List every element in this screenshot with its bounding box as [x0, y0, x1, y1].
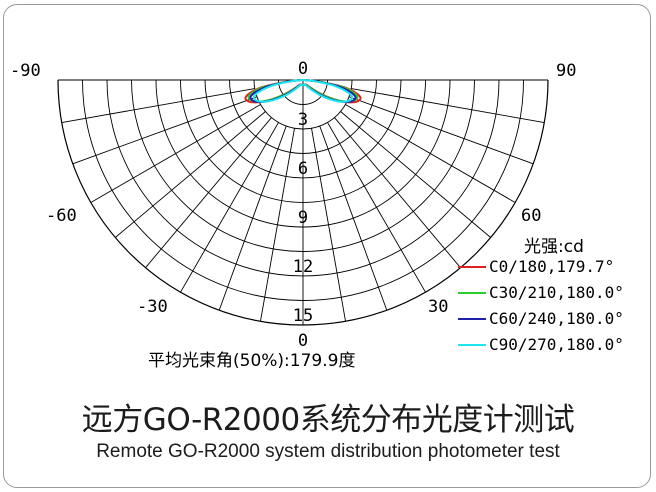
grid-spoke: [180, 122, 279, 293]
legend-label: C90/270,180.0°: [489, 335, 624, 354]
grid-spoke: [334, 117, 461, 268]
polar-grid: [57, 79, 549, 326]
radial-tick-label: 0: [298, 59, 308, 79]
grid-spoke: [311, 128, 346, 322]
curve-c90: [252, 79, 354, 103]
radial-tick-label: 6: [298, 159, 308, 179]
angle-label-right-90: 90: [556, 61, 576, 81]
grid-spoke: [115, 111, 266, 238]
grid-spoke: [61, 88, 255, 123]
radial-tick-label: 9: [298, 208, 308, 228]
grid-spoke: [327, 122, 426, 293]
legend-label: C0/180,179.7°: [489, 257, 614, 276]
unit-label: 光强:cd: [524, 237, 584, 257]
grid-spoke: [218, 125, 287, 311]
radial-tick-label: 3: [298, 110, 308, 130]
angle-label-left-60: -60: [46, 206, 77, 226]
radial-tick-label-bottom: 0: [298, 331, 308, 351]
grid-spoke: [348, 96, 534, 165]
legend-label: C60/240,180.0°: [489, 309, 624, 328]
angle-label-left-30: -30: [137, 297, 168, 317]
legend-label: C30/210,180.0°: [489, 283, 624, 302]
beam-angle-label: 平均光束角(50%):179.9度: [148, 351, 355, 371]
legend: C0/180,179.7° C30/210,180.0° C60/240,180.0…: [458, 257, 624, 354]
image-frame: [3, 4, 651, 488]
angle-label-right-60: 60: [521, 206, 541, 226]
grid-spoke: [145, 117, 272, 268]
grid-spoke: [260, 128, 295, 322]
radial-tick-label: 12: [293, 257, 313, 277]
intensity-curves: [244, 79, 362, 104]
grid-spoke: [351, 88, 545, 123]
caption-title-english: Remote GO-R2000 system distribution phot…: [96, 441, 560, 462]
grid-spoke: [319, 125, 388, 311]
grid-spoke: [90, 104, 261, 203]
angle-label-left-90: -90: [10, 61, 41, 81]
grid-spoke: [345, 104, 516, 203]
grid-spoke: [340, 111, 491, 238]
chart-labels: 0 3 6 9 12 15 0 -90 -60 -30 90 60 30 光强:cd 平均光束角(50%):…: [10, 59, 584, 371]
angle-label-right-30: 30: [428, 297, 448, 317]
radial-tick-label: 15: [293, 306, 313, 326]
caption-title-chinese: 远方GO-R2000系统分布光度计测试: [81, 402, 575, 438]
grid-spoke: [72, 96, 258, 165]
